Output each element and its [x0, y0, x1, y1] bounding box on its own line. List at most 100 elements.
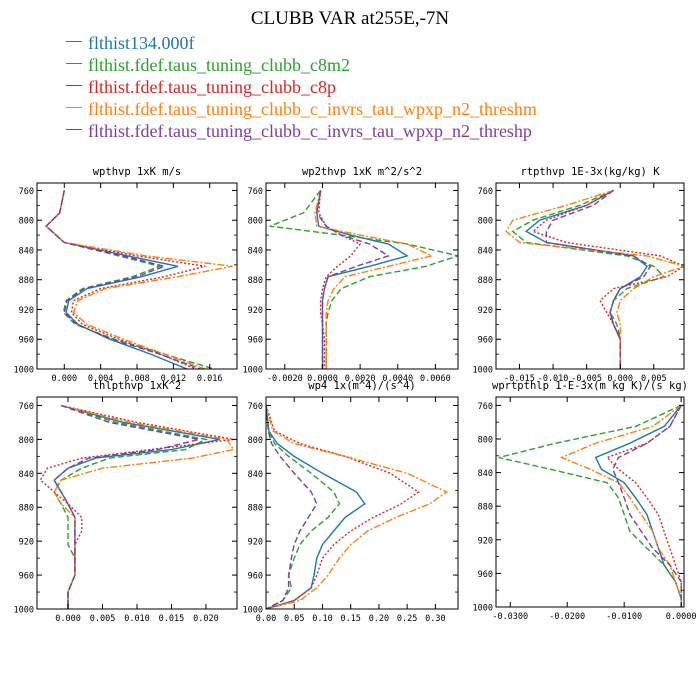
legend-label: flthist.fdef.taus_tuning_clubb_c_invrs_t… — [88, 121, 532, 141]
y-tick-label: 800 — [478, 436, 493, 446]
y-tick-label: 1000 — [14, 366, 34, 376]
series-line — [498, 404, 682, 607]
x-tick-label: 0.0020 — [345, 374, 376, 384]
chart-panel: thlpthvp 1xK^2 760 800 840 880 920 960 1000 0.00… — [14, 380, 238, 624]
legend-item: flthist.fdef.taus_tuning_clubb_c8m2 — [66, 54, 537, 76]
y-tick-label: 760 — [478, 187, 493, 197]
series-line — [45, 190, 201, 369]
series-line — [53, 404, 200, 609]
x-tick-label: 0.20 — [369, 614, 389, 624]
legend-swatch — [66, 85, 82, 87]
y-tick-label: 920 — [19, 538, 34, 548]
y-tick-label: 840 — [478, 469, 493, 479]
y-tick-label: 880 — [19, 276, 34, 286]
legend-swatch — [66, 41, 82, 43]
y-tick-label: 800 — [19, 436, 34, 446]
series-line — [53, 404, 235, 609]
legend-label: flthist.fdef.taus_tuning_clubb_c8m2 — [88, 55, 350, 75]
x-tick-label: 0.020 — [193, 614, 219, 624]
series-line — [612, 405, 682, 607]
x-tick-label: 0.05 — [284, 614, 304, 624]
x-tick-label: 0.010 — [124, 614, 150, 624]
legend-swatch — [66, 107, 82, 109]
x-tick-label: 0.000 — [55, 614, 81, 624]
legend-swatch — [66, 63, 82, 65]
x-tick-label: 0.005 — [90, 614, 116, 624]
y-tick-label: 920 — [248, 306, 263, 316]
legend-label: flthist.fdef.taus_tuning_clubb_c8p — [88, 77, 336, 97]
y-tick-label: 960 — [19, 572, 34, 582]
chart-panel: wp2thvp 1xK m^2/s^2 760 800 840 880 920 960 100… — [243, 166, 459, 384]
y-tick-label: 800 — [248, 436, 263, 446]
x-tick-label: -0.0020 — [267, 374, 303, 384]
x-tick-label: 0.000 — [51, 374, 77, 384]
legend-swatch — [66, 129, 82, 131]
chart-title: wprtpthlp 1-E-3x(m kg K)/(s kg) — [492, 380, 688, 392]
y-tick-label: 960 — [478, 570, 493, 580]
y-tick-label: 760 — [19, 402, 34, 412]
y-tick-label: 840 — [19, 246, 34, 256]
y-tick-label: 840 — [19, 470, 34, 480]
series-line — [266, 405, 341, 609]
x-tick-label: -0.0100 — [606, 612, 642, 622]
chart-panel: wp4 1x(m^4)/(s^4)76080084088092096010000… — [243, 380, 459, 624]
chart-panel: rtpthvp 1E-3x(kg/kg) K 760 800 840 880 920 960… — [473, 166, 685, 384]
x-tick-label: -0.0300 — [492, 612, 528, 622]
x-tick-label: -0.0200 — [549, 612, 585, 622]
x-tick-label: 0.012 — [161, 374, 187, 384]
series-line — [266, 405, 366, 609]
series-line — [505, 189, 684, 369]
series-line — [559, 404, 682, 607]
series-line — [45, 190, 233, 369]
x-tick-label: 0.00 — [256, 614, 276, 624]
series-line — [531, 189, 684, 369]
chart-title: rtpthvp 1E-3x(kg/kg) K — [520, 166, 660, 178]
legend-item: flthist.fdef.taus_tuning_clubb_c8p — [66, 76, 537, 98]
legend-item: flthist134.000f — [66, 32, 537, 54]
x-tick-label: 0.0060 — [420, 374, 451, 384]
y-tick-label: 960 — [478, 336, 493, 346]
series-line — [511, 189, 666, 369]
x-tick-label: -0.005 — [571, 374, 602, 384]
y-tick-label: 920 — [478, 306, 493, 316]
x-tick-label: 0.000 — [607, 374, 633, 384]
x-tick-label: 0.30 — [425, 614, 445, 624]
x-tick-label: 0.004 — [88, 374, 114, 384]
y-tick-label: 1000 — [243, 366, 263, 376]
series-line — [316, 190, 391, 369]
y-tick-label: 1000 — [473, 366, 493, 376]
y-tick-label: 960 — [248, 572, 263, 582]
y-tick-label: 800 — [478, 217, 493, 227]
legend-label: flthist.fdef.taus_tuning_clubb_c_invrs_t… — [88, 99, 537, 119]
y-tick-label: 920 — [248, 538, 263, 548]
series-line — [45, 190, 188, 369]
x-tick-label: 0.10 — [312, 614, 332, 624]
y-tick-label: 880 — [478, 276, 493, 286]
series-line — [314, 190, 434, 369]
y-tick-label: 880 — [478, 503, 493, 513]
legend-item: flthist.fdef.taus_tuning_clubb_c_invrs_t… — [66, 120, 537, 142]
x-tick-label: -0.015 — [504, 374, 535, 384]
y-tick-label: 1000 — [14, 606, 34, 616]
page-title: CLUBB VAR at255E,-7N — [250, 8, 450, 29]
plot-frame — [495, 396, 685, 608]
x-tick-label: 0.008 — [124, 374, 150, 384]
y-tick-label: 840 — [478, 246, 493, 256]
y-tick-label: 1000 — [243, 606, 263, 616]
x-tick-label: 0.0040 — [382, 374, 413, 384]
plot-frame — [265, 396, 459, 610]
series-line — [266, 405, 318, 609]
series-line — [594, 404, 682, 607]
series-line — [545, 189, 652, 369]
series-line — [605, 405, 682, 607]
x-tick-label: 0.25 — [397, 614, 417, 624]
y-tick-label: 880 — [248, 276, 263, 286]
y-tick-label: 840 — [248, 246, 263, 256]
plot-frame — [495, 182, 685, 370]
legend-label: flthist134.000f — [88, 33, 195, 53]
y-tick-label: 760 — [248, 187, 263, 197]
y-tick-label: 920 — [478, 536, 493, 546]
series-line — [266, 405, 420, 609]
chart-title: thlpthvp 1xK^2 — [93, 380, 182, 392]
